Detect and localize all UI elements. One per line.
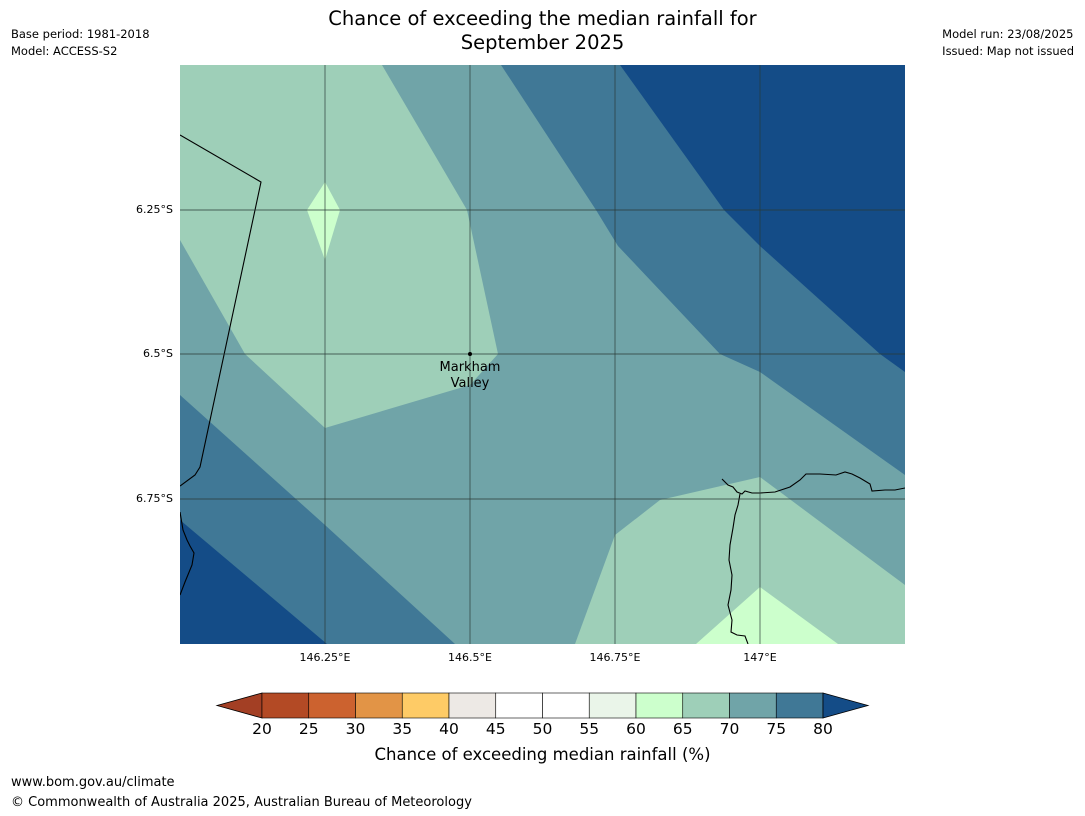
colorbar-tick-label: 45 bbox=[485, 720, 506, 738]
colorbar-tick-label: 40 bbox=[439, 720, 459, 738]
colorbar-tick-label: 65 bbox=[672, 720, 693, 738]
colorbar-segment bbox=[401, 692, 450, 719]
lat-label: 6.25°S bbox=[136, 203, 173, 216]
colorbar-segment bbox=[588, 692, 637, 719]
colorbar-tick-label: 75 bbox=[766, 720, 787, 738]
contour-band-80-plus bbox=[620, 65, 905, 372]
meta-right: Model run: 23/08/2025 Issued: Map not is… bbox=[942, 26, 1074, 60]
rainfall-contours bbox=[180, 65, 905, 644]
colorbar-tick-label: 80 bbox=[813, 720, 833, 738]
colorbar-tick-label: 25 bbox=[298, 720, 319, 738]
map-title: Chance of exceeding the median rainfall … bbox=[328, 7, 757, 54]
base-period-text: Base period: 1981-2018 bbox=[11, 27, 150, 41]
colorbar-segment bbox=[261, 692, 310, 719]
colorbar-tick-label: 35 bbox=[392, 720, 413, 738]
colorbar-segment bbox=[775, 692, 824, 719]
lon-label: 146.5°E bbox=[448, 651, 492, 664]
colorbar-tick-label: 55 bbox=[579, 720, 600, 738]
lon-label: 147°E bbox=[743, 651, 777, 664]
lon-label: 146.25°E bbox=[299, 651, 351, 664]
place-marker bbox=[468, 352, 472, 356]
footer-copyright: © Commonwealth of Australia 2025, Austra… bbox=[11, 795, 472, 810]
issued-text: Issued: Map not issued bbox=[942, 44, 1074, 58]
colorbar-segment bbox=[682, 692, 730, 719]
coastline-west bbox=[180, 511, 195, 596]
colorbar-segment bbox=[495, 692, 543, 719]
contour-band-65-70 bbox=[180, 65, 498, 428]
colorbar-tick-label: 30 bbox=[345, 720, 366, 738]
meta-left: Base period: 1981-2018 Model: ACCESS-S2 bbox=[11, 26, 150, 60]
model-run-text: Model run: 23/08/2025 bbox=[942, 27, 1074, 41]
coastlines bbox=[180, 134, 905, 644]
contour-band-60-65 bbox=[307, 182, 340, 260]
colorbar-segment bbox=[308, 692, 356, 719]
model-text: Model: ACCESS-S2 bbox=[11, 44, 118, 58]
colorbar-segment bbox=[448, 692, 497, 719]
colorbar-tick-label: 20 bbox=[252, 720, 272, 738]
lon-label: 146.75°E bbox=[589, 651, 641, 664]
colorbar-segment bbox=[542, 692, 590, 719]
river-line bbox=[727, 493, 749, 644]
colorbar-tick-label: 50 bbox=[532, 720, 553, 738]
graticule bbox=[180, 65, 905, 644]
colorbar-extend-low bbox=[215, 692, 263, 719]
place-label-markham-valley: Markham Valley bbox=[439, 360, 501, 391]
colorbar-segment bbox=[635, 692, 684, 719]
lat-label: 6.75°S bbox=[136, 492, 173, 505]
contour-band-80-plus-sw bbox=[180, 520, 327, 644]
colorbar-extend-high bbox=[822, 692, 870, 719]
colorbar-tick-label: 60 bbox=[626, 720, 646, 738]
coastline-east bbox=[721, 471, 905, 495]
contour-band-65-70-se bbox=[575, 477, 905, 644]
colorbar-label: Chance of exceeding median rainfall (%) bbox=[374, 745, 711, 764]
colorbar-segment bbox=[729, 692, 777, 719]
footer-url: www.bom.gov.au/climate bbox=[11, 775, 175, 790]
border-line bbox=[180, 134, 262, 487]
colorbar-tick-label: 70 bbox=[719, 720, 740, 738]
colorbar-segment bbox=[355, 692, 403, 719]
lat-label: 6.5°S bbox=[143, 347, 173, 360]
